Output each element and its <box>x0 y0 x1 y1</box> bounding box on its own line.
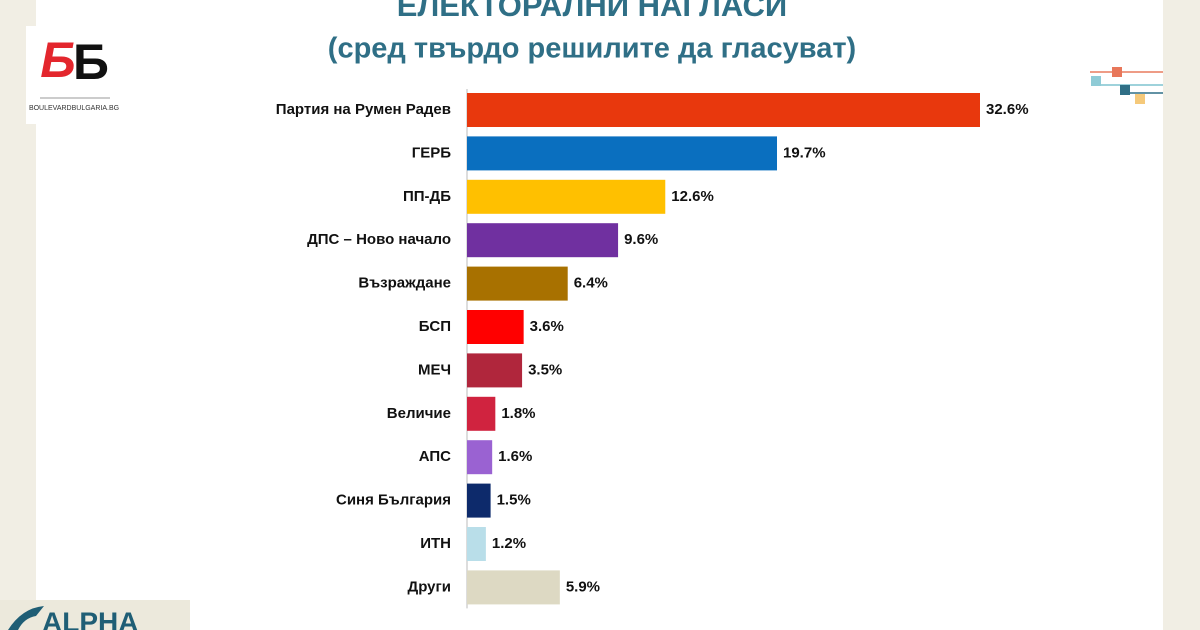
value-label: 3.6% <box>530 318 564 335</box>
value-label: 1.8% <box>501 405 535 422</box>
bar <box>467 527 486 561</box>
deco-square <box>1112 67 1122 77</box>
value-label: 32.6% <box>986 101 1029 118</box>
value-label: 1.2% <box>492 535 526 552</box>
bar <box>467 440 493 475</box>
bar <box>467 483 491 518</box>
deco-square <box>1135 94 1145 104</box>
footer-swoosh <box>8 606 44 630</box>
bar <box>467 570 560 605</box>
logo-letter: Б <box>40 32 75 88</box>
bar <box>467 136 778 171</box>
category-label: Синя България <box>336 492 451 509</box>
category-label: ИТН <box>420 535 451 552</box>
footer-logo: ALPHA <box>0 600 190 630</box>
chart-title: ЕЛЕКТОРАЛНИ НАГЛАСИ <box>397 0 787 23</box>
category-label: Партия на Румен Радев <box>276 101 451 118</box>
value-label: 19.7% <box>783 144 826 161</box>
value-label: 6.4% <box>574 275 608 292</box>
logo-letter: Б <box>73 34 109 90</box>
bar <box>467 179 666 214</box>
value-label: 1.6% <box>498 448 532 465</box>
value-label: 12.6% <box>671 188 714 205</box>
bar <box>467 396 496 431</box>
value-label: 5.9% <box>566 578 600 595</box>
logo: Б Б BOULEVARDBULGARIA.BG <box>26 26 122 124</box>
category-label: ДПС – Ново начало <box>307 231 451 248</box>
bar <box>467 93 980 127</box>
deco-square <box>1120 85 1130 95</box>
value-label: 1.5% <box>497 492 531 509</box>
category-label: ПП-ДБ <box>403 188 451 205</box>
category-label: Величие <box>387 405 451 422</box>
bar <box>467 310 524 344</box>
footer-brand: ALPHA <box>42 606 138 630</box>
bar <box>467 266 568 301</box>
category-label: Други <box>408 578 451 595</box>
bar <box>467 353 523 388</box>
category-label: АПС <box>419 448 451 465</box>
value-label: 3.5% <box>528 361 562 378</box>
category-label: МЕЧ <box>418 361 451 378</box>
logo-site: BOULEVARDBULGARIA.BG <box>29 105 119 112</box>
chart-subtitle: (сред твърдо решилите да гласуват) <box>328 33 856 65</box>
bar <box>467 223 619 258</box>
category-label: ГЕРБ <box>412 144 452 161</box>
category-label: БСП <box>419 318 451 335</box>
deco-square <box>1091 76 1101 86</box>
category-label: Възраждане <box>358 275 451 292</box>
logo-box <box>26 26 122 124</box>
decoration <box>1090 67 1163 104</box>
value-label: 9.6% <box>624 231 658 248</box>
